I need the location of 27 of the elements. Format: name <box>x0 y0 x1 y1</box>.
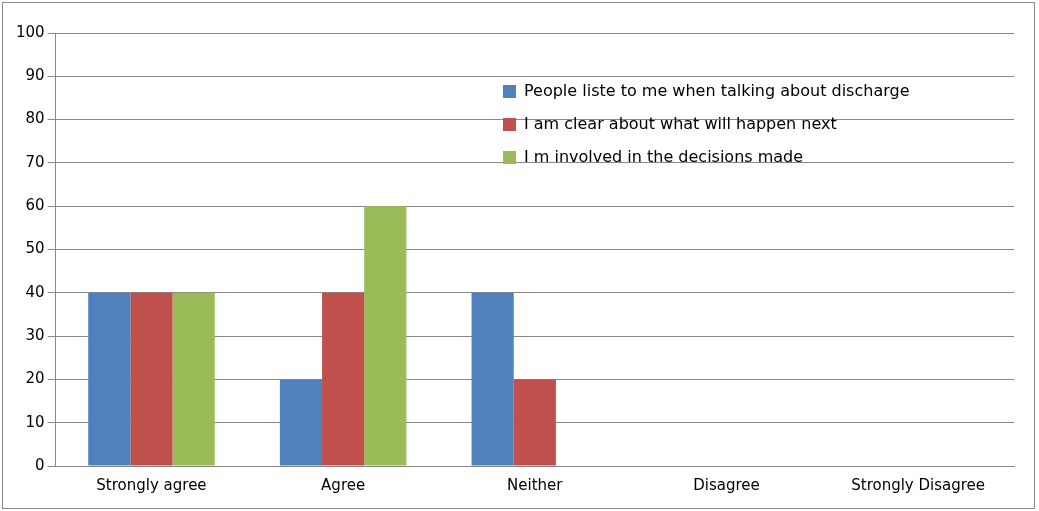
y-tick-label: 50 <box>25 239 45 258</box>
y-tick-label: 90 <box>25 66 45 85</box>
y-tick-label: 60 <box>25 196 45 215</box>
x-tick-label: Neither <box>507 475 564 494</box>
y-tick-label: 10 <box>25 412 45 431</box>
x-tick-label: Disagree <box>693 475 760 494</box>
y-tick-label: 70 <box>25 152 45 171</box>
x-tick-label: Strongly agree <box>96 475 207 494</box>
bar <box>88 292 131 466</box>
legend-label: I am clear about what will happen next <box>524 114 837 133</box>
legend-label: I m involved in the decisions made <box>524 147 804 166</box>
y-tick-label: 100 <box>15 22 45 41</box>
x-tick-label: Strongly Disagree <box>851 475 986 494</box>
bar <box>172 292 215 466</box>
bar <box>130 292 173 466</box>
y-tick-label: 0 <box>35 455 45 474</box>
y-tick-label: 30 <box>25 325 45 344</box>
bar <box>279 379 323 466</box>
bar <box>513 379 556 466</box>
bar <box>364 206 407 466</box>
y-tick-label: 80 <box>25 109 45 128</box>
bar <box>322 292 365 466</box>
y-tick-label: 20 <box>25 369 45 388</box>
legend-label: People liste to me when talking about discharge <box>524 81 910 100</box>
y-tick-label: 40 <box>25 282 45 301</box>
bar <box>471 292 514 466</box>
x-tick-label: Agree <box>321 475 366 494</box>
